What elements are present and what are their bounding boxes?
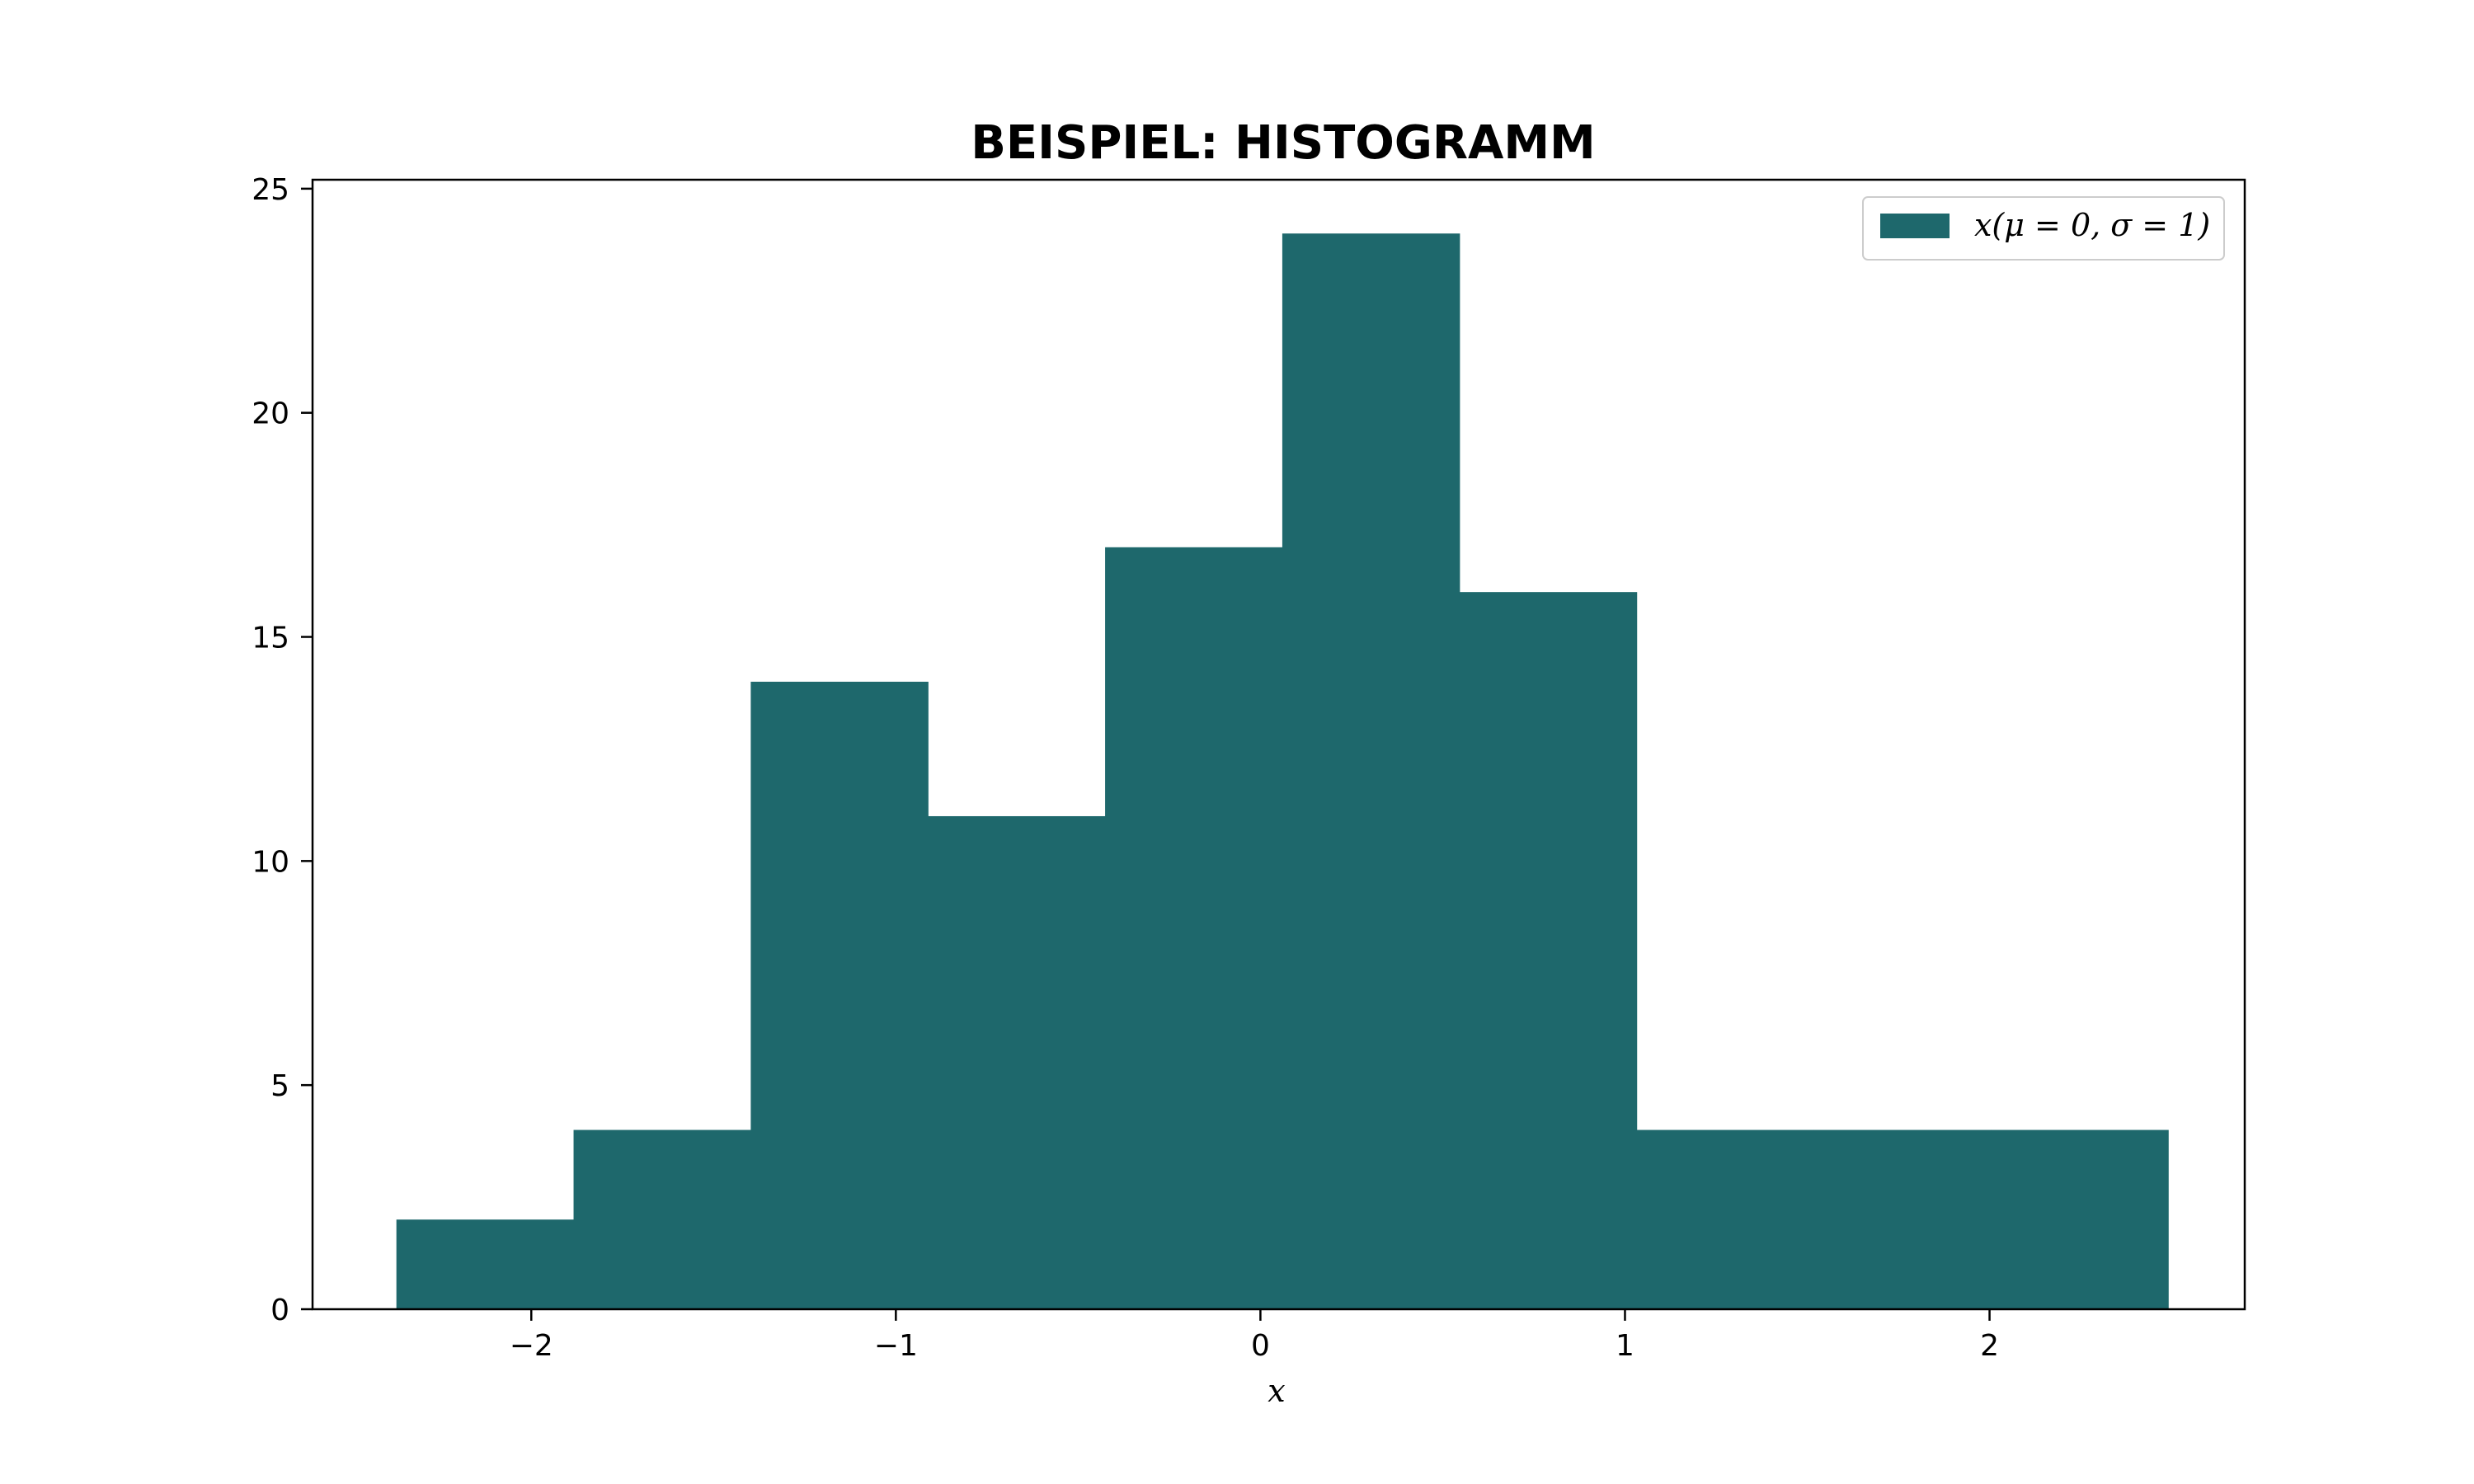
histogram-bar-8 <box>1636 1129 1815 1309</box>
histogram-bar-1 <box>396 1219 575 1309</box>
x-tick-label: 2 <box>1980 1329 1999 1363</box>
histogram-bar-2 <box>573 1129 751 1309</box>
x-tick-label: 1 <box>1616 1329 1634 1363</box>
bars-group <box>396 233 2169 1310</box>
y-tick-label: 25 <box>252 173 289 207</box>
legend-swatch <box>1880 214 1950 238</box>
histogram-bar-9 <box>1813 1129 1992 1309</box>
x-axis-ticks: −2 −1 0 1 2 <box>510 1309 1999 1363</box>
y-tick-label: 15 <box>252 622 289 655</box>
y-tick-label: 0 <box>270 1294 289 1327</box>
histogram-bar-10 <box>1991 1129 2169 1309</box>
x-tick-label: −2 <box>510 1329 553 1363</box>
legend: x(μ = 0, σ = 1) <box>1862 196 2225 261</box>
legend-box <box>1862 196 2225 261</box>
x-axis-label: x <box>1268 1373 1285 1409</box>
x-tick-label: 0 <box>1251 1329 1270 1363</box>
histogram-bar-3 <box>750 681 929 1309</box>
histogram-bar-6 <box>1282 233 1460 1310</box>
chart-title: BEISPIEL: HISTOGRAMM <box>971 116 1596 170</box>
legend-label: x(μ = 0, σ = 1) <box>1974 207 2210 243</box>
y-tick-label: 10 <box>252 845 289 879</box>
plot-frame <box>311 178 2246 1311</box>
x-tick-label: −1 <box>874 1329 918 1363</box>
y-axis-ticks: 0 5 10 15 20 25 <box>252 173 313 1327</box>
histogram-bar-7 <box>1459 592 1638 1309</box>
y-tick-label: 5 <box>270 1069 289 1103</box>
histogram-bar-5 <box>1105 547 1283 1309</box>
y-tick-label: 20 <box>252 397 289 431</box>
histogram-bar-4 <box>928 815 1106 1309</box>
